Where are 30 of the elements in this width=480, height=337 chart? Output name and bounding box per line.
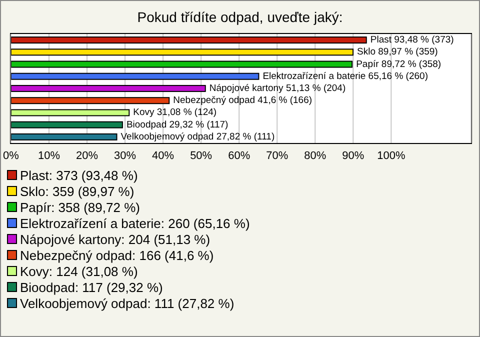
legend-label: Plast: 373 (93,48 %) (20, 168, 138, 182)
data-label: Plast 93,48 % (373) (370, 34, 454, 46)
legend-label: Nebezpečný odpad: 166 (41,6 %) (20, 248, 214, 262)
x-tick-label: 0% (3, 150, 20, 162)
data-label: Elektrozařízení a baterie 65,16 % (260) (262, 70, 428, 82)
x-tick-label: 80% (304, 150, 326, 162)
x-tick-label: 40% (152, 150, 174, 162)
x-tick-label: 70% (266, 150, 288, 162)
x-tick-label: 30% (114, 150, 136, 162)
x-tick-label: 10% (38, 150, 60, 162)
legend-label: Elektrozařízení a baterie: 260 (65,16 %) (20, 216, 250, 230)
data-label: Bioodpad 29,32 % (117) (126, 119, 228, 130)
x-tick-label: 60% (228, 150, 250, 162)
legend-label: Bioodpad: 117 (29,32 %) (20, 280, 163, 294)
data-label: Sklo 89,97 % (359) (357, 46, 438, 58)
legend-label: Sklo: 359 (89,97 %) (20, 184, 134, 198)
x-tick-label: 90% (342, 150, 364, 162)
data-label: Nebezpečný odpad 41,6 % (166) (173, 95, 312, 106)
legend-label: Velkoobjemový odpad: 111 (27,82 %) (20, 296, 234, 310)
x-tick-label: 100% (377, 150, 406, 162)
data-label: Nápojové kartony 51,13 % (204) (209, 82, 346, 94)
x-tick-label: 20% (76, 150, 98, 162)
data-label: Velkoobjemový odpad 27,82 % (111) (120, 131, 275, 142)
chart-title: Pokud třídíte odpad, uveďte jaký: (136, 9, 344, 25)
legend-label: Kovy: 124 (31,08 %) (20, 264, 138, 278)
data-label: Kovy 31,08 % (124) (133, 107, 217, 118)
x-tick-label: 50% (190, 150, 212, 162)
data-label: Papír 89,72 % (358) (356, 58, 442, 70)
legend-label: Nápojové kartony: 204 (51,13 %) (20, 232, 210, 246)
legend-label: Papír: 358 (89,72 %) (20, 200, 140, 214)
